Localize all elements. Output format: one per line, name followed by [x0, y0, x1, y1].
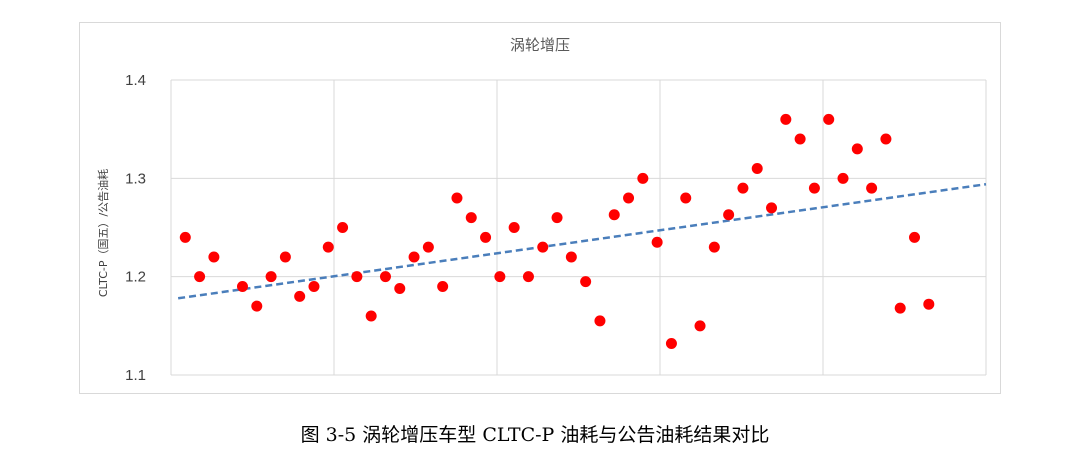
data-point — [236, 281, 248, 292]
data-point — [422, 241, 434, 253]
figure-caption: 图 3-5 涡轮增压车型 CLTC-P 油耗与公告油耗结果对比 — [300, 424, 770, 446]
data-point — [866, 182, 878, 194]
data-point — [480, 231, 492, 243]
data-point — [465, 212, 477, 224]
chart-frame: 涡轮增压 CLTC-P（国五）/公告油耗 1.4 1.3 1.2 1.1 — [79, 22, 1001, 394]
y-axis-label: CLTC-P（国五）/公告油耗 — [96, 169, 110, 297]
data-point — [837, 172, 849, 184]
data-point — [608, 209, 620, 221]
gridlines — [170, 79, 987, 376]
data-point — [437, 281, 449, 292]
trendline-layer — [177, 182, 987, 300]
data-point — [623, 192, 635, 204]
data-point — [880, 133, 892, 145]
y-tick-label: 1.2 — [125, 269, 146, 286]
data-point — [909, 231, 921, 243]
data-point — [665, 338, 677, 350]
data-point — [265, 271, 277, 283]
data-point — [637, 172, 649, 184]
data-point — [794, 133, 806, 145]
data-point — [565, 251, 577, 263]
data-point — [594, 315, 606, 327]
y-tick-labels: 1.4 1.3 1.2 1.1 — [125, 72, 146, 384]
y-tick-label: 1.3 — [125, 170, 146, 187]
data-point — [894, 302, 906, 314]
data-point — [194, 271, 206, 283]
data-point — [680, 192, 692, 204]
data-point — [694, 320, 706, 332]
y-tick-label: 1.1 — [125, 367, 146, 384]
data-point — [294, 290, 306, 302]
data-point — [851, 143, 863, 155]
data-point — [737, 182, 749, 194]
data-point — [337, 222, 349, 233]
chart-title: 涡轮增压 — [510, 36, 570, 54]
data-point — [251, 300, 263, 312]
scatter-chart: 涡轮增压 CLTC-P（国五）/公告油耗 1.4 1.3 1.2 1.1 — [96, 36, 987, 384]
data-point — [508, 222, 520, 233]
data-points — [179, 113, 935, 350]
data-point — [766, 202, 778, 214]
data-point — [923, 298, 935, 310]
data-point — [580, 276, 592, 288]
data-point — [780, 113, 792, 125]
data-point — [823, 113, 835, 125]
data-point — [208, 251, 220, 263]
trendline — [177, 182, 987, 300]
data-point — [708, 241, 720, 253]
data-point — [651, 236, 663, 248]
data-point — [522, 271, 534, 283]
data-point — [322, 241, 334, 253]
data-point — [379, 271, 391, 283]
data-point — [408, 251, 420, 263]
data-point — [751, 163, 763, 174]
data-point — [551, 212, 563, 224]
data-point — [451, 192, 463, 204]
data-point — [394, 282, 406, 294]
y-tick-label: 1.4 — [125, 72, 146, 89]
data-point — [308, 281, 320, 292]
data-point — [179, 231, 191, 243]
data-point — [494, 271, 506, 283]
data-point — [537, 241, 549, 253]
data-point — [365, 310, 377, 322]
data-point — [808, 182, 820, 194]
data-point — [351, 271, 363, 283]
data-point — [279, 251, 291, 263]
data-point — [723, 209, 735, 221]
